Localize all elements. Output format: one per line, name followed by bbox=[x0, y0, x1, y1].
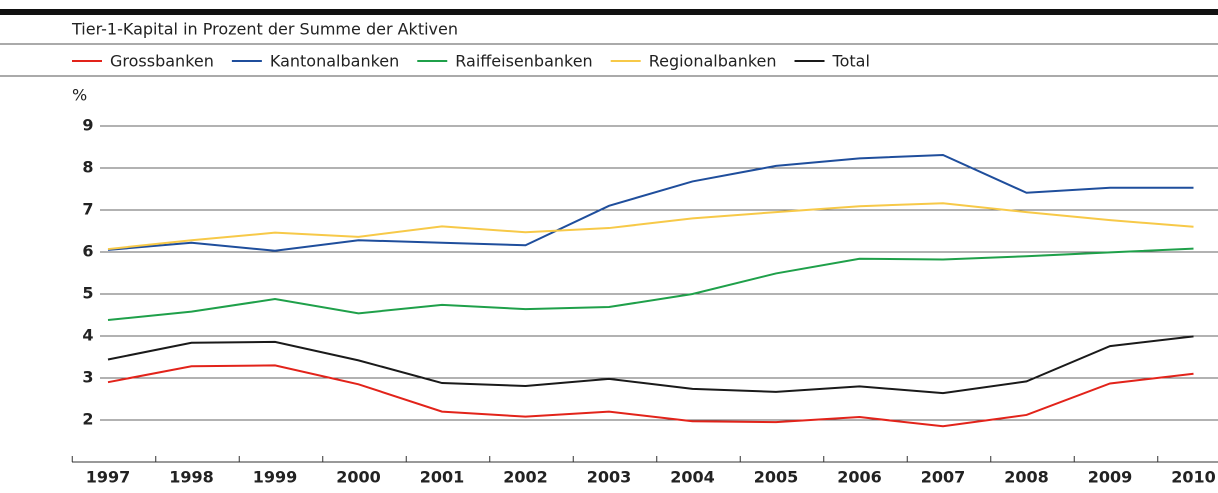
x-tick-label: 2009 bbox=[1088, 468, 1133, 487]
x-tick-label: 1998 bbox=[169, 468, 214, 487]
x-tick-label: 2010 bbox=[1171, 468, 1216, 487]
x-tick-label: 2005 bbox=[754, 468, 799, 487]
y-tick-label: 3 bbox=[82, 368, 93, 387]
x-tick-label: 2000 bbox=[336, 468, 381, 487]
line-series bbox=[107, 247, 1194, 322]
legend-label: Total bbox=[832, 52, 870, 71]
line-series bbox=[107, 153, 1194, 252]
line-series bbox=[107, 335, 1194, 395]
legend: Grossbanken Kantonalbanken Raiffeisenbanke… bbox=[72, 52, 870, 71]
legend-label: Grossbanken bbox=[110, 52, 214, 71]
line-series bbox=[107, 364, 1194, 428]
chart-subtitle: Tier-1-Kapital in Prozent der Summe der … bbox=[71, 20, 458, 39]
legend-label: Raiffeisenbanken bbox=[455, 52, 592, 71]
y-tick-label: 7 bbox=[82, 200, 93, 219]
x-tick-label: 2001 bbox=[420, 468, 465, 487]
y-unit: % bbox=[72, 86, 87, 105]
x-tick-label: 2008 bbox=[1004, 468, 1049, 487]
x-tick-label: 1999 bbox=[253, 468, 298, 487]
y-tick-label: 2 bbox=[82, 410, 93, 429]
x-tick-label: 2003 bbox=[587, 468, 632, 487]
x-tick-label: 2006 bbox=[837, 468, 882, 487]
y-tick-label: 8 bbox=[82, 158, 93, 177]
y-tick-label: 9 bbox=[82, 116, 93, 135]
x-tick-label: 2007 bbox=[921, 468, 966, 487]
legend-label: Regionalbanken bbox=[649, 52, 777, 71]
y-tick-label: 6 bbox=[82, 242, 93, 261]
line-series bbox=[107, 202, 1194, 251]
x-tick-label: 2002 bbox=[503, 468, 548, 487]
legend-label: Kantonalbanken bbox=[270, 52, 399, 71]
x-tick-label: 2004 bbox=[670, 468, 715, 487]
header-bar bbox=[0, 9, 1218, 15]
y-tick-label: 4 bbox=[82, 326, 93, 345]
y-tick-label: 5 bbox=[82, 284, 93, 303]
x-tick-label: 1997 bbox=[86, 468, 131, 487]
